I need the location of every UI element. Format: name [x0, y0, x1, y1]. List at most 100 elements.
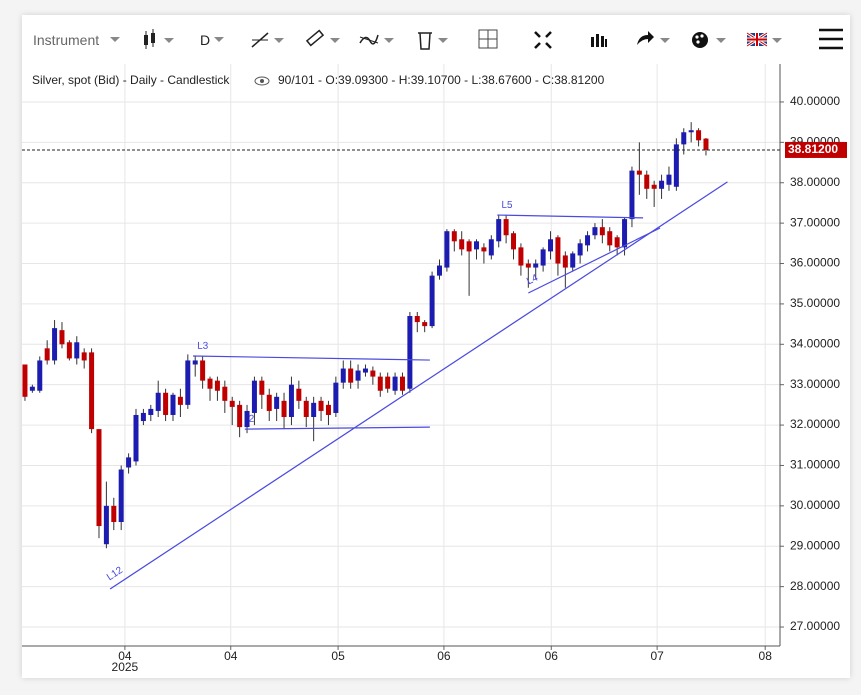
candle-body [422, 322, 428, 327]
candle-body [555, 237, 561, 264]
candle-body [436, 265, 442, 276]
candle-body [59, 330, 65, 345]
trend-line [528, 227, 661, 294]
indicator-button[interactable] [358, 27, 398, 53]
dropdown-arrow [214, 37, 224, 42]
candle-body [599, 227, 605, 236]
candle-body [466, 241, 472, 252]
last-price-box [785, 141, 847, 158]
fullscreen-button[interactable] [534, 31, 552, 49]
candle-body [488, 239, 494, 256]
trend-line-label: L3 [197, 341, 209, 352]
candle-body [377, 376, 383, 391]
candle-body [214, 380, 220, 391]
candle-body [496, 219, 502, 242]
trend-line [192, 355, 430, 361]
language-button[interactable] [746, 27, 786, 53]
candle-body [266, 394, 272, 411]
candle-body [429, 275, 435, 327]
y-tick-label: 37.00000 [790, 215, 840, 229]
bars-button[interactable] [590, 31, 608, 49]
chart: 27.00000 28.00000 29.00000 30.00000 31.00000… [22, 64, 847, 674]
eye-icon [254, 76, 270, 86]
period-select[interactable]: D [200, 32, 211, 48]
dropdown-arrow [110, 37, 120, 42]
candle-body [518, 247, 524, 266]
y-tick-label: 29.00000 [790, 538, 840, 552]
candle-body [192, 360, 198, 365]
instrument-select[interactable]: Instrument [33, 32, 100, 48]
candle-body [577, 243, 583, 256]
candle-body [96, 429, 102, 527]
x-tick-label: 07 [650, 649, 664, 663]
candle-body [74, 342, 80, 359]
candle-body [133, 414, 139, 462]
candle-body [163, 392, 169, 415]
candle-body [474, 241, 480, 250]
candle-body [585, 235, 591, 246]
y-tick-label: 36.00000 [790, 256, 840, 270]
candle-body [673, 144, 679, 187]
trend-line [244, 426, 430, 430]
y-tick-label: 38.00000 [790, 175, 840, 189]
y-tick-label: 33.00000 [790, 377, 840, 391]
x-tick-label: 06 [437, 649, 451, 663]
candle-body [155, 392, 161, 411]
candle-body [614, 237, 620, 248]
candle-body [89, 352, 95, 430]
share-button[interactable] [634, 27, 674, 53]
y-tick-label: 35.00000 [790, 296, 840, 310]
candle-body [414, 316, 420, 323]
candle-body [311, 402, 317, 417]
candle-body [237, 404, 243, 428]
candle-body [66, 342, 72, 359]
candle-body [288, 384, 294, 417]
y-tick-label: 27.00000 [790, 619, 840, 633]
candle-body [548, 239, 554, 252]
candle-body [651, 184, 657, 189]
candle-body [52, 328, 58, 361]
menu-button[interactable] [818, 27, 844, 51]
candle-body [355, 370, 361, 381]
candle-body [222, 386, 228, 401]
trend-line-label: L4 [525, 272, 540, 287]
delete-button[interactable] [414, 27, 454, 53]
x-tick-label: 05 [331, 649, 345, 663]
candle-body [533, 263, 539, 268]
candle-body [207, 378, 213, 389]
trend-line [109, 181, 728, 590]
y-tick-label: 31.00000 [790, 458, 840, 472]
candle-body [562, 255, 568, 268]
candle-body [666, 174, 672, 185]
trend-line-label: L5 [501, 200, 513, 211]
candle-body [703, 138, 709, 150]
candle-body [281, 400, 287, 417]
x-tick-label: 06 [545, 649, 559, 663]
toolbar: Instrument D [22, 15, 850, 64]
candle-body [659, 180, 665, 189]
candle-body [636, 170, 642, 175]
line-tool-button[interactable] [250, 27, 290, 53]
candle-body [629, 170, 635, 220]
candle-body [103, 505, 109, 545]
candle-body [185, 360, 191, 405]
chart-type-button[interactable] [142, 27, 182, 53]
candle-body [459, 239, 465, 250]
theme-button[interactable] [690, 27, 730, 53]
candle-body [392, 376, 398, 391]
candle-body [259, 380, 265, 395]
candle-body [251, 380, 257, 413]
candle-body [644, 174, 650, 189]
candle-body [37, 360, 43, 391]
candle-body [177, 396, 183, 405]
candle-body [607, 231, 613, 246]
eye-outline [254, 76, 270, 86]
crosshair-button[interactable] [478, 29, 500, 51]
y-tick-label: 40.00000 [790, 94, 840, 108]
measure-tool-button[interactable] [304, 27, 344, 53]
candle-body [140, 412, 146, 422]
chart-card: 27.00000 28.00000 29.00000 30.00000 31.00000… [22, 15, 850, 678]
candle-body [200, 360, 206, 381]
candle-body [318, 400, 324, 411]
candle-body [385, 376, 391, 389]
